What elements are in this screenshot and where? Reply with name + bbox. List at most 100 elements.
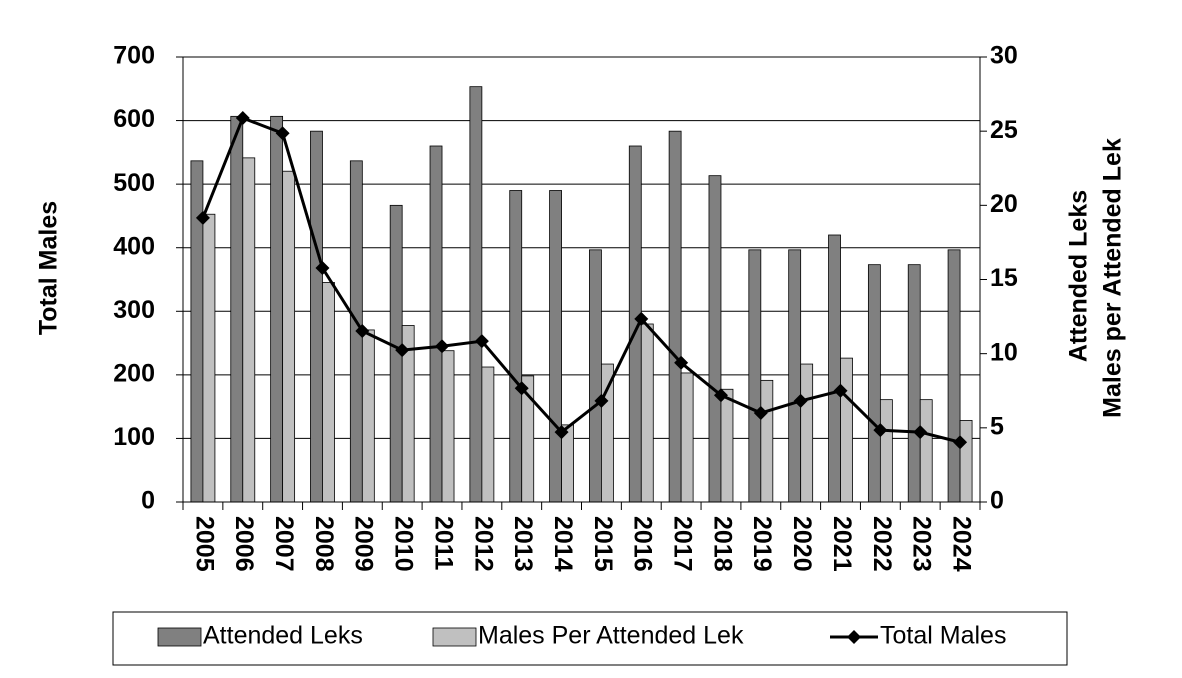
bar [441,350,455,503]
legend-box [112,611,1068,666]
bar [481,366,495,503]
x-tick-label: 2007 [270,516,298,572]
marker [873,423,888,438]
y-tick-label: 300 [113,296,155,324]
bar [907,264,921,503]
x-tick-label: 2009 [350,516,378,572]
x-tick-label: 2006 [230,516,258,572]
bar [680,372,694,503]
marker [435,339,450,354]
bar [601,363,614,503]
marker [355,323,370,338]
y2-tick-label: 25 [990,116,1018,144]
marker [395,343,410,358]
marker [315,261,330,276]
bar [668,130,682,503]
y2-tick-label: 15 [990,264,1018,292]
bar [230,115,244,503]
y2-tick-label: 5 [990,412,1004,440]
bar [361,329,375,503]
legend-label: Total Males [880,622,1006,650]
x-tick-label: 2014 [549,516,577,572]
x-tick-label: 2020 [788,516,816,572]
legend-swatch [157,627,202,647]
y-tick-label: 0 [141,487,155,515]
y2-axis-title: Attended Leks [1065,190,1093,362]
bar [589,249,602,503]
bar [509,190,523,503]
y-tick-label: 100 [113,423,155,451]
bar [640,323,654,503]
bar [708,175,722,503]
marker [953,435,968,450]
marker [514,381,529,396]
y-axis-title: Total Males [35,201,63,335]
bar [760,379,774,503]
bar [720,388,734,503]
y2-axis-title: Males per Attended Lek [1099,138,1127,418]
marker [594,393,609,408]
bar [867,264,881,503]
line [201,116,961,444]
y-tick-label: 500 [113,169,155,197]
marker [634,311,649,326]
bar [322,282,335,503]
bar [202,213,216,503]
marker [674,355,689,370]
legend-swatch [847,630,861,644]
bar [800,363,814,503]
marker [195,210,210,225]
bar [429,145,443,503]
bar [549,190,562,503]
legend-label: Males Per Attended Lek [478,622,744,650]
x-tick-label: 2013 [509,516,537,572]
legend-swatch [432,627,477,647]
plot-frame [182,56,981,503]
x-tick-label: 2021 [828,516,856,572]
bar [190,160,204,503]
bar [270,115,284,503]
x-tick-label: 2011 [429,516,457,570]
x-tick-label: 2019 [748,516,776,572]
bar [748,249,762,503]
bar [840,357,853,503]
marker [753,406,768,420]
marker [913,425,928,440]
marker [833,383,848,398]
bar [788,249,802,503]
y-tick-label: 200 [113,359,155,387]
marker [713,388,728,403]
x-tick-label: 2005 [190,516,218,572]
y2-tick-label: 10 [990,338,1018,366]
y2-tick-label: 20 [990,190,1018,218]
y2-tick-label: 0 [990,487,1004,515]
bar [310,130,323,503]
bar [469,86,483,503]
y2-tick-label: 30 [990,42,1018,70]
y-tick-label: 600 [113,105,155,133]
x-tick-label: 2010 [390,516,418,572]
legend-label: Attended Leks [203,622,363,650]
bar [828,234,841,503]
x-tick-label: 2017 [669,516,697,572]
bar [947,249,961,503]
x-tick-label: 2016 [629,516,657,572]
x-tick-label: 2012 [469,516,497,572]
marker [554,425,569,440]
x-tick-label: 2018 [708,516,736,572]
marker [474,334,489,349]
x-tick-label: 2015 [589,516,617,572]
x-tick-label: 2024 [947,516,975,572]
marker [793,393,808,408]
x-tick-label: 2008 [310,516,338,572]
marker [235,111,250,126]
bar [959,420,973,503]
y-tick-label: 400 [113,232,155,260]
marker [275,126,290,141]
bar [242,157,256,503]
x-tick-label: 2022 [868,516,896,572]
y-tick-label: 700 [113,42,155,70]
bar [919,399,933,503]
x-tick-label: 2023 [908,516,936,572]
